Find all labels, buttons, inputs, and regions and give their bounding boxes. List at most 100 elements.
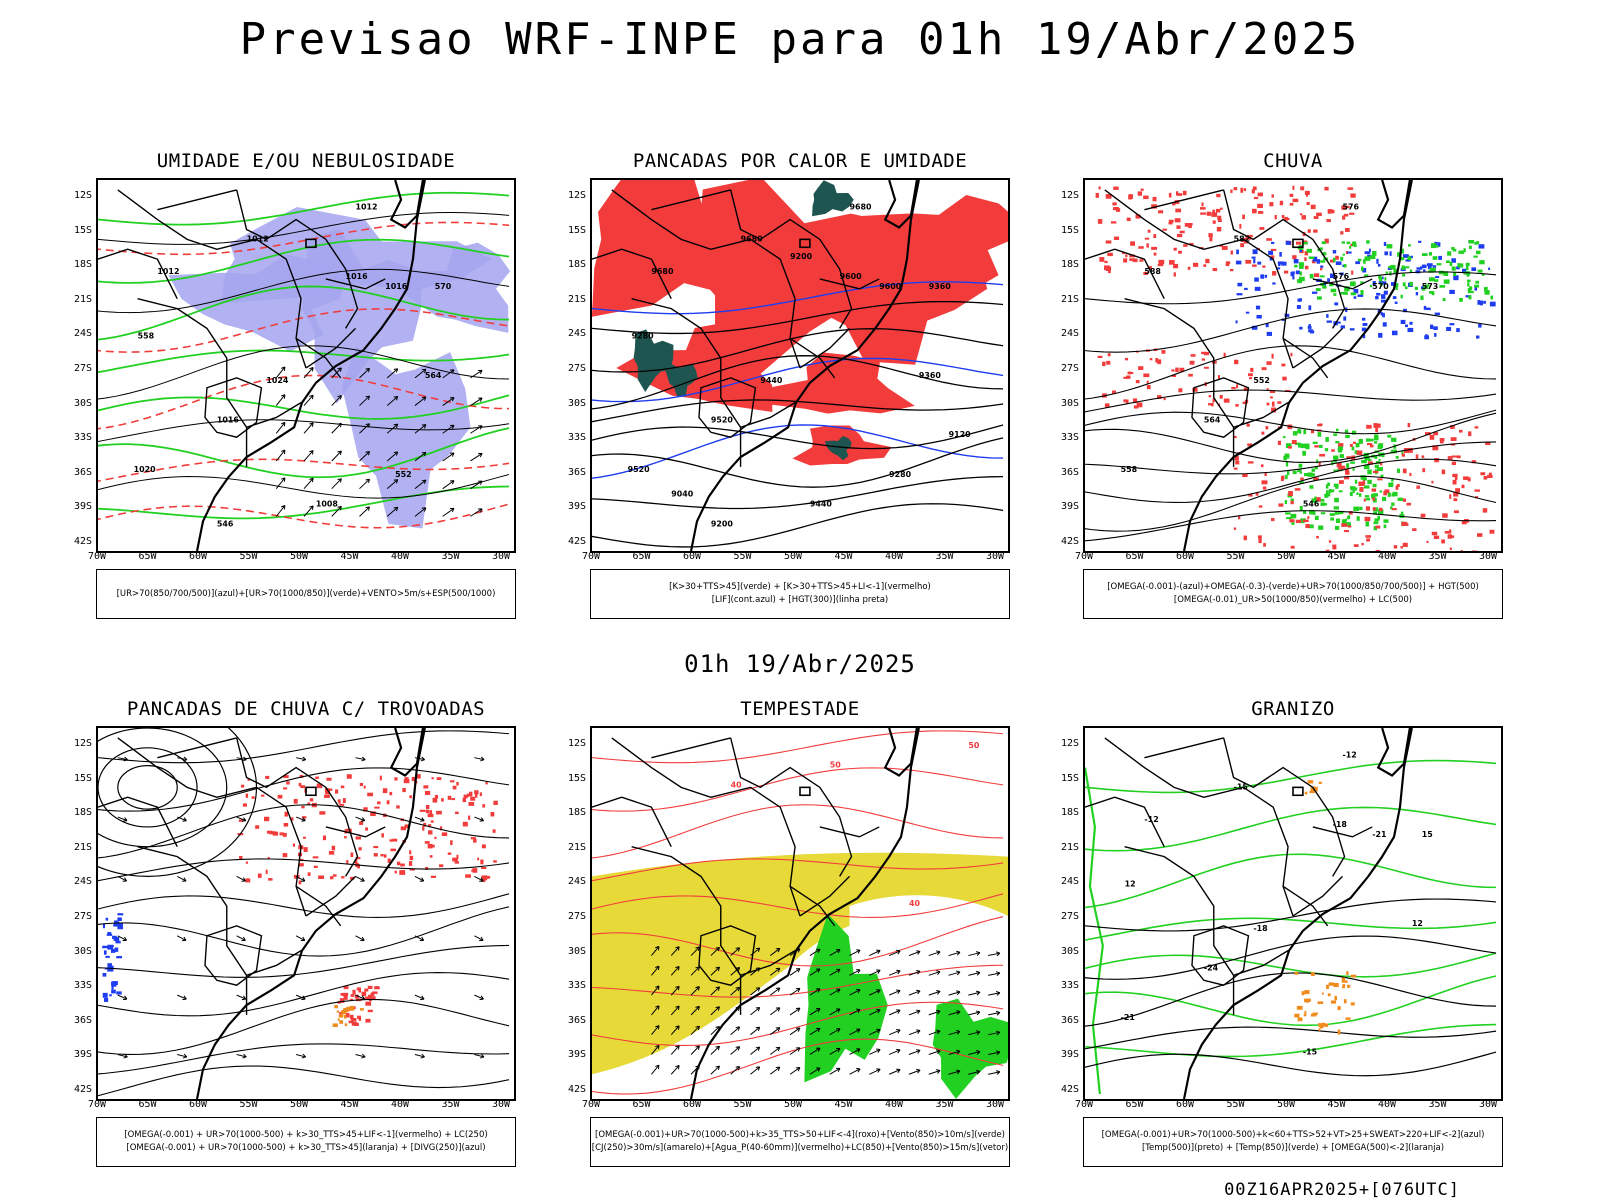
thunderstorm-area bbox=[291, 817, 294, 821]
wind-vector-head bbox=[816, 968, 821, 973]
rain-omega-red bbox=[1305, 193, 1308, 197]
legend-line: [OMEGA(-0.01)_UR>50(1000/850)(vermelho) … bbox=[1173, 595, 1413, 605]
wind-vector-head bbox=[478, 480, 483, 485]
rain-omega-green bbox=[1374, 434, 1379, 438]
wind-vector-head bbox=[695, 946, 700, 952]
rain-omega-red bbox=[1233, 467, 1238, 470]
wind-vector bbox=[849, 1048, 861, 1055]
wind-vector bbox=[869, 1048, 881, 1055]
rain-omega-red bbox=[1300, 213, 1303, 216]
contour-label: 9360 bbox=[929, 282, 952, 291]
divergence-area bbox=[113, 923, 119, 927]
thunderstorm-area bbox=[319, 811, 326, 815]
thunderstorm-area bbox=[355, 857, 361, 860]
rain-omega-green bbox=[1400, 257, 1405, 261]
contour-label: 50 bbox=[830, 761, 842, 770]
hail-omega-area bbox=[1294, 971, 1299, 975]
panel-legend: [K>30+TTS>45](verde) + [K>30+TTS>45+LI<-… bbox=[590, 569, 1010, 619]
wind-vector bbox=[888, 1029, 901, 1036]
rain-omega-green bbox=[1469, 245, 1472, 249]
rain-omega-red bbox=[1325, 549, 1330, 551]
temp-500-contour bbox=[1085, 898, 1497, 932]
hail-omega-area bbox=[1346, 984, 1351, 988]
wind-vector-head bbox=[337, 505, 342, 511]
rain-omega-red bbox=[1347, 525, 1352, 528]
rain-omega-red bbox=[1125, 254, 1128, 258]
rain-omega-green bbox=[1314, 515, 1319, 521]
rain-omega-green bbox=[1286, 470, 1290, 476]
temp-850-contour bbox=[1085, 767, 1104, 1095]
wind-vector-head bbox=[896, 949, 901, 955]
hail-omega-area bbox=[1310, 972, 1315, 977]
rain-omega-red bbox=[1441, 539, 1445, 544]
rain-omega-blue bbox=[1479, 300, 1483, 306]
hail-omega-area bbox=[1296, 1005, 1303, 1010]
rain-omega-green bbox=[1294, 442, 1301, 445]
hail-omega-area bbox=[1303, 1014, 1307, 1017]
border-line bbox=[740, 402, 796, 428]
lat-tick-label: 24S bbox=[1060, 876, 1079, 888]
wind-vector-head bbox=[281, 366, 286, 372]
rain-omega-blue bbox=[1272, 282, 1276, 285]
temp-500-contour bbox=[1085, 935, 1497, 980]
thunderstorm-area bbox=[251, 796, 255, 799]
thunderstorm-area bbox=[427, 813, 434, 818]
rain-omega-red bbox=[1401, 453, 1406, 457]
forecast-map-6: -12 -15 -12 -18 -21 -24 -21 -18 -15 15 12 12 bbox=[1083, 726, 1503, 1101]
wind-vector bbox=[651, 985, 660, 996]
rain-omega-red bbox=[1176, 233, 1183, 238]
lon-tick-label: 65W bbox=[138, 551, 157, 562]
precipitable-water-contour bbox=[592, 1001, 1004, 1047]
rain-omega-green bbox=[1320, 502, 1325, 506]
thunderstorm-area bbox=[358, 847, 362, 851]
rain-omega-red bbox=[1318, 462, 1321, 466]
border-line bbox=[819, 826, 880, 838]
rain-omega-green bbox=[1346, 516, 1350, 520]
lon-tick-label: 60W bbox=[682, 551, 702, 562]
wind-vector bbox=[928, 951, 941, 957]
rain-omega-red bbox=[1442, 513, 1448, 518]
rain-omega-blue bbox=[1407, 327, 1414, 333]
rain-omega-red bbox=[1132, 258, 1138, 263]
contour-label: 9680 bbox=[850, 203, 873, 212]
border-line bbox=[1191, 377, 1250, 438]
rain-omega-green bbox=[1367, 469, 1372, 475]
wind-vector bbox=[386, 368, 399, 379]
rain-omega-green bbox=[1330, 288, 1337, 293]
lon-tick-label: 40W bbox=[390, 551, 410, 562]
lon-tick-label: 40W bbox=[390, 1099, 410, 1110]
rain-omega-red bbox=[1480, 472, 1486, 476]
rain-omega-blue bbox=[1376, 258, 1379, 264]
wind-vector-head bbox=[480, 756, 485, 762]
rain-omega-red bbox=[1261, 431, 1265, 435]
border-line bbox=[137, 298, 248, 467]
rain-omega-red bbox=[1262, 486, 1267, 490]
map-canvas: 9680968096809600960095209520944094409360… bbox=[592, 180, 1008, 551]
rain-omega-red bbox=[1144, 237, 1150, 240]
streamline bbox=[98, 858, 510, 882]
wind-vector-head bbox=[478, 369, 483, 375]
coastline bbox=[195, 728, 426, 1099]
rain-omega-green bbox=[1337, 445, 1344, 451]
wind-vector bbox=[809, 1008, 821, 1016]
rain-omega-blue bbox=[1277, 261, 1284, 265]
wind-vector-head bbox=[995, 951, 1001, 957]
thunderstorm-area bbox=[481, 878, 486, 883]
thunderstorm-area bbox=[383, 854, 387, 858]
wind-vector bbox=[988, 952, 1000, 957]
rain-omega-red bbox=[1391, 508, 1397, 511]
rain-omega-red bbox=[1451, 455, 1458, 458]
border-line bbox=[611, 737, 801, 917]
rain-omega-green bbox=[1338, 510, 1344, 515]
contour-label: 588 bbox=[1144, 267, 1161, 276]
rain-omega-red bbox=[1294, 488, 1301, 491]
rain-omega-red bbox=[1415, 454, 1419, 459]
rain-omega-blue bbox=[1382, 281, 1387, 285]
rain-omega-green bbox=[1334, 525, 1340, 530]
wind-vector-head bbox=[123, 1053, 128, 1059]
rain-omega-red bbox=[1110, 221, 1117, 224]
rain-omega-red bbox=[1192, 262, 1199, 267]
rain-omega-green bbox=[1309, 273, 1314, 279]
rain-omega-red bbox=[1332, 544, 1337, 550]
wind-vector-head bbox=[365, 423, 370, 428]
